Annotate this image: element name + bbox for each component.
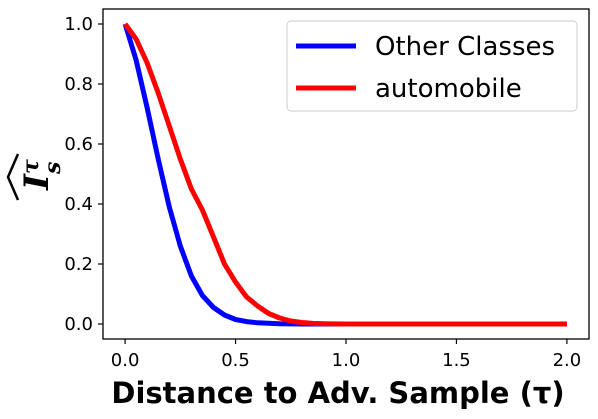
x-axis-title: Distance to Adv. Sample (τ) xyxy=(111,376,564,410)
y-tick-label: 0.6 xyxy=(64,134,93,155)
legend-label-1: automobile xyxy=(375,74,522,104)
x-tick-label: 1.5 xyxy=(442,350,471,371)
y-axis-title-base: I xyxy=(17,173,57,191)
x-axis: 0.0 0.5 1.0 1.5 2.0 xyxy=(111,339,581,371)
y-axis-title-hat xyxy=(6,153,20,201)
legend-label-0: Other Classes xyxy=(375,32,555,62)
y-tick-label: 1.0 xyxy=(64,14,93,35)
x-tick-label: 1.0 xyxy=(332,350,361,371)
series-layer xyxy=(122,22,567,327)
legend: Other Classes automobile xyxy=(286,20,578,112)
x-tick-label: 0.5 xyxy=(221,350,250,371)
y-tick-label: 0.2 xyxy=(64,254,93,275)
x-tick-label: 2.0 xyxy=(553,350,582,371)
y-axis-title-subscript: s xyxy=(40,162,66,175)
series-line-1 xyxy=(123,22,567,327)
y-tick-label: 0.0 xyxy=(64,314,93,335)
y-tick-label: 0.8 xyxy=(64,74,93,95)
x-tick-label: 0.0 xyxy=(111,350,140,371)
y-axis: 0.0 0.2 0.4 0.6 0.8 1.0 xyxy=(64,14,103,335)
legend-box xyxy=(286,20,578,112)
y-axis-title: Iτs xyxy=(6,153,66,201)
y-tick-label: 0.4 xyxy=(64,194,93,215)
y-axis-title-superscript: τ xyxy=(18,159,44,174)
